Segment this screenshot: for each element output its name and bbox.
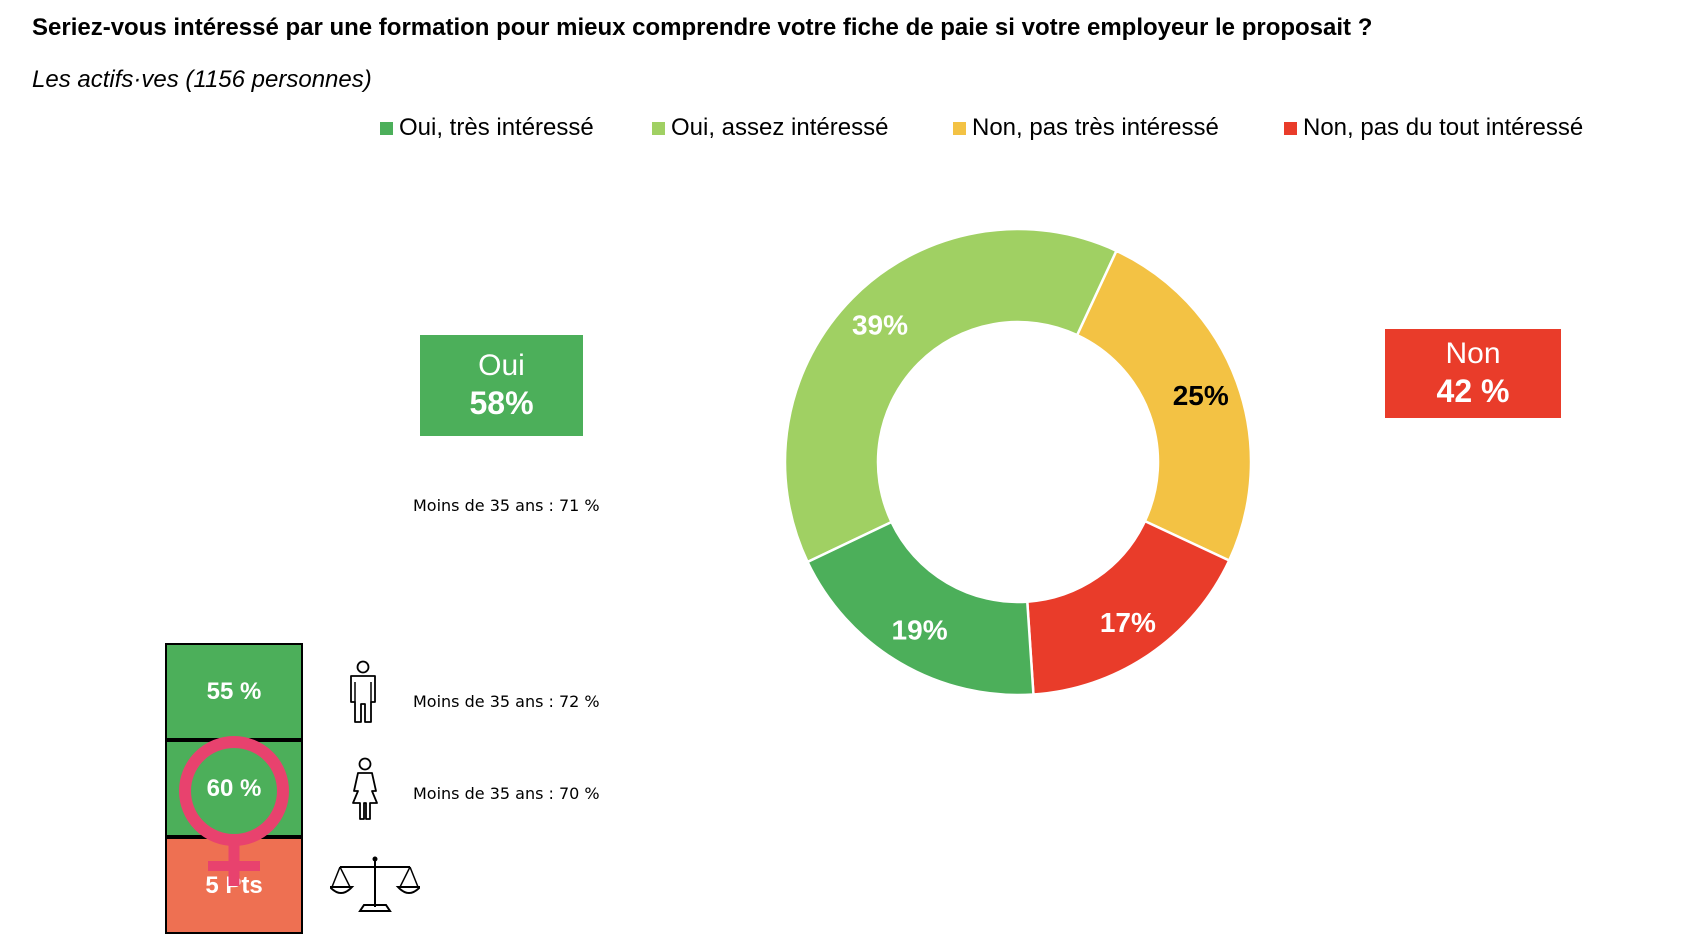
oui-under35-note: Moins de 35 ans : 71 % xyxy=(413,496,600,515)
men-percentage: 55 % xyxy=(206,677,262,705)
chart-title: Seriez-vous intéressé par une formation … xyxy=(32,14,1373,41)
legend-label: Oui, très intéressé xyxy=(399,114,594,141)
legend-item-pas-tres: Non, pas très intéressé xyxy=(953,114,1219,142)
men-percentage-cell: 55 % xyxy=(165,643,303,740)
legend-swatch xyxy=(652,121,665,135)
legend-item-pas-du-tout: Non, pas du tout intéressé xyxy=(1284,114,1583,142)
donut-slice xyxy=(805,520,1035,697)
women-under35-note: Moins de 35 ans : 70 % xyxy=(413,784,600,803)
donut-slice-label: 17% xyxy=(1100,607,1156,638)
legend-item-tres-interesse: Oui, très intéressé xyxy=(380,114,594,142)
donut-slice xyxy=(783,227,1119,564)
donut-slice xyxy=(1075,249,1253,563)
woman-icon xyxy=(352,757,378,820)
oui-value: 58% xyxy=(469,385,534,422)
legend-swatch xyxy=(953,121,966,135)
legend-swatch xyxy=(380,121,393,135)
donut-slice-label: 25% xyxy=(1173,380,1229,411)
legend-label: Non, pas très intéressé xyxy=(972,114,1219,141)
legend-item-assez-interesse: Oui, assez intéressé xyxy=(652,114,888,142)
legend: Oui, très intéressé Oui, assez intéressé… xyxy=(0,114,1688,144)
legend-swatch xyxy=(1284,121,1297,135)
man-icon xyxy=(350,660,376,723)
men-under35-note: Moins de 35 ans : 72 % xyxy=(413,692,600,711)
oui-label: Oui xyxy=(478,349,525,383)
non-summary-box: Non 42 % xyxy=(1385,329,1561,418)
donut-slice-label: 39% xyxy=(852,309,908,340)
donut-slice-label: 19% xyxy=(892,614,948,645)
non-label: Non xyxy=(1445,337,1501,371)
women-percentage: 60 % xyxy=(206,774,262,802)
legend-label: Non, pas du tout intéressé xyxy=(1303,114,1584,141)
oui-summary-box: Oui 58% xyxy=(420,335,583,436)
scales-icon xyxy=(330,856,420,912)
non-value: 42 % xyxy=(1436,373,1510,410)
female-symbol-icon xyxy=(179,736,289,886)
legend-label: Oui, assez intéressé xyxy=(671,114,889,141)
chart-subtitle: Les actifs·ves (1156 personnes) xyxy=(32,66,372,93)
